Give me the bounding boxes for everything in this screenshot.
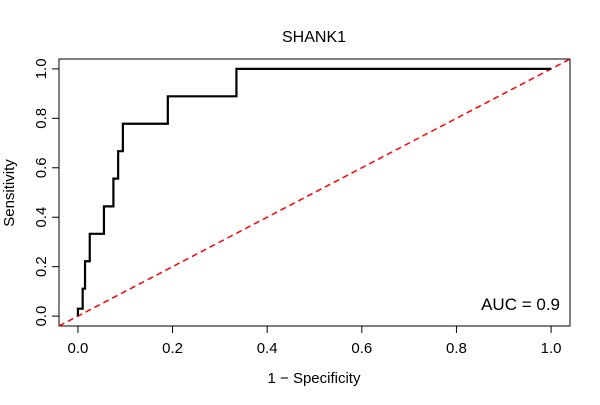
y-tick-label: 0.6 [33,157,50,178]
x-tick-label: 0.2 [162,340,183,357]
plot-area: 0.0 0.2 0.4 0.6 0.8 1.0 0.0 0.2 0.4 0.6 0.8 1.0 [33,58,571,357]
x-tick-label: 0.8 [446,340,467,357]
roc-curve-line [76,67,552,317]
x-tick-label: 1.0 [541,340,562,357]
x-tick-label: 0.0 [67,340,88,357]
y-tick-label: 0.4 [33,207,50,228]
x-axis-title: 1 − Specificity [268,370,361,387]
auc-annotation: AUC = 0.9 [481,295,560,314]
reference-diagonal-line [59,59,570,326]
y-tick-label: 1.0 [33,58,50,79]
chart-title: SHANK1 [282,29,346,46]
x-tick-label: 0.4 [257,340,278,357]
x-tick-label: 0.6 [351,340,372,357]
plot-frame [58,58,571,327]
y-tick-label: 0.8 [33,108,50,129]
y-tick-label: 0.0 [33,306,50,327]
y-tick-label: 0.2 [33,256,50,277]
y-axis-title: Sensitivity [1,159,18,227]
